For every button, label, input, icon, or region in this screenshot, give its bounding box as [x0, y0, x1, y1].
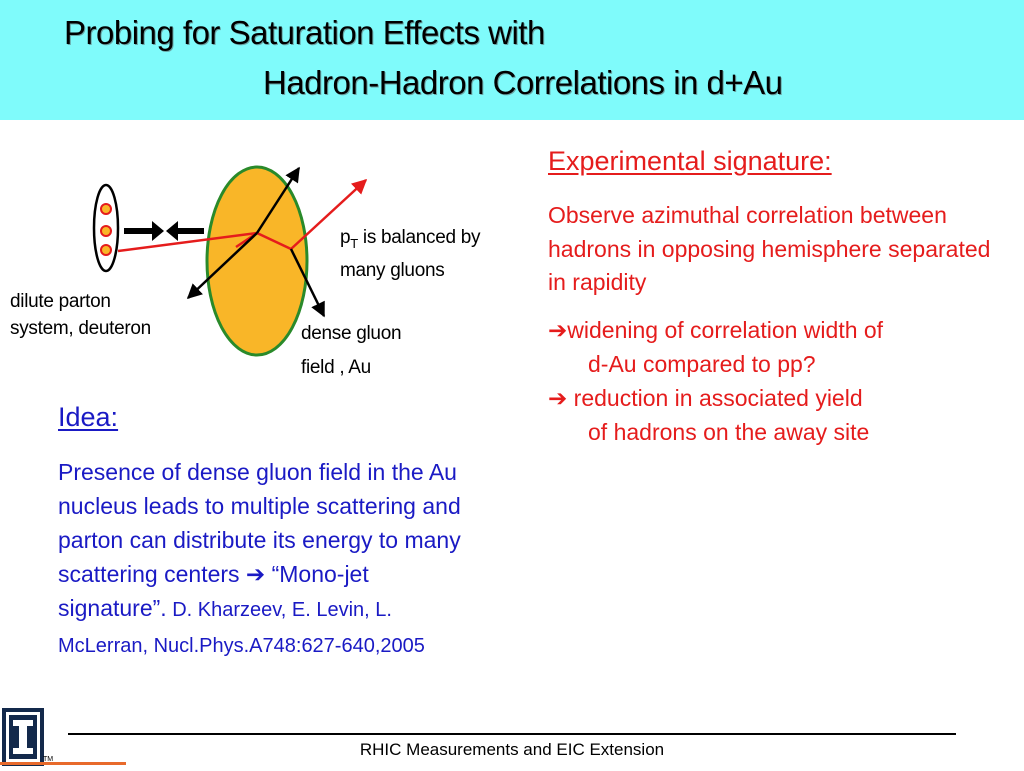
- idea-text: Presence of dense gluon field in the Au …: [58, 455, 478, 663]
- dense-gluon-line-1: dense gluon: [301, 323, 402, 344]
- incoming-parton-line: [117, 231, 258, 253]
- logo-underline: [0, 762, 126, 765]
- slide-title-line-1: Probing for Saturation Effects with: [64, 14, 545, 51]
- au-nucleus-ellipse: [205, 165, 309, 357]
- deuteron-label-line-2: system, deuteron: [10, 318, 151, 339]
- idea-heading: Idea:: [58, 402, 119, 432]
- collision-diagram-graphic: [92, 165, 368, 357]
- logo-trademark: TM: [43, 756, 54, 763]
- nucleus-motion-arrowhead: [166, 221, 178, 241]
- parton-dot: [100, 203, 112, 215]
- outgoing-parton-arrow: [290, 178, 368, 250]
- pt-subscript: T: [350, 235, 358, 251]
- arrow-bullet-icon: ➔: [548, 317, 568, 343]
- bullet-item-widening: ➔widening of correlation width of d-Au c…: [548, 313, 883, 381]
- dense-gluon-line-2: field , Au: [301, 357, 371, 378]
- deuteron-label-line-1: dilute parton: [10, 291, 111, 312]
- bullet-item-reduction: ➔ reduction in associated yield of hadro…: [548, 381, 869, 449]
- pt-balance-label: pT is balanced by many gluons: [340, 224, 480, 284]
- parton-dot: [100, 225, 112, 237]
- pt-balance-text-2: many gluons: [340, 259, 445, 281]
- bullet-text-continuation: of hadrons on the away site: [588, 419, 870, 445]
- bullet-text: widening of correlation width of: [567, 317, 884, 343]
- parton-dot: [100, 244, 112, 256]
- deuteron-label: dilute parton system, deuteron: [10, 288, 151, 342]
- pt-balance-text: is balanced by: [357, 227, 481, 248]
- footer-text: RHIC Measurements and EIC Extension: [359, 740, 665, 759]
- title-banner: Probing for Saturation Effects with Hadr…: [0, 0, 1024, 120]
- bullet-text: reduction in associated yield: [567, 385, 863, 411]
- hadron-arrow: [255, 166, 301, 234]
- idea-reference: D. Kharzeev, E. Levin, L. McLerran, Nucl…: [58, 599, 425, 657]
- hadron-arrow: [186, 232, 258, 300]
- deuteron-motion-arrowhead: [152, 221, 164, 241]
- hadron-arrow: [289, 248, 326, 318]
- arrow-bullet-icon: ➔: [548, 385, 568, 411]
- pt-symbol: p: [340, 227, 351, 248]
- scatter-line: [256, 231, 292, 251]
- experimental-signature-heading: Experimental signature:: [548, 146, 832, 176]
- idea-text-part-2: “Mono-jet signature”.: [58, 561, 369, 621]
- footer-divider: [68, 733, 956, 735]
- bullet-text-continuation: d-Au compared to pp?: [588, 351, 816, 377]
- experimental-signature-text: Observe azimuthal correlation between ha…: [548, 202, 991, 295]
- slide-title-line-2: Hadron-Hadron Correlations in d+Au: [263, 64, 783, 101]
- arrow-icon: ➔: [245, 561, 266, 587]
- collision-diagram: dilute parton system, deuteron pT is bal…: [0, 120, 540, 390]
- idea-text-part-1: Presence of dense gluon field in the Au …: [58, 459, 461, 587]
- dense-gluon-label: dense gluon field , Au: [301, 317, 402, 385]
- illinois-block-i-icon: [2, 708, 44, 766]
